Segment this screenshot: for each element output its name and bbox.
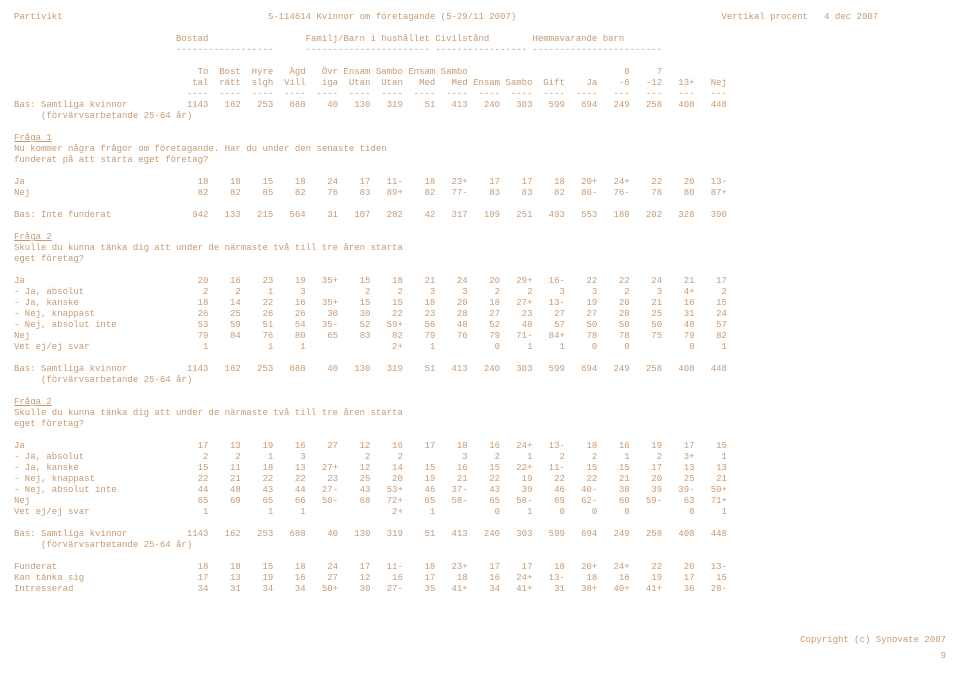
report-body: Partivikt S-114614 Kvinnor om företagand… bbox=[14, 12, 946, 595]
page-number: 9 bbox=[14, 651, 946, 661]
